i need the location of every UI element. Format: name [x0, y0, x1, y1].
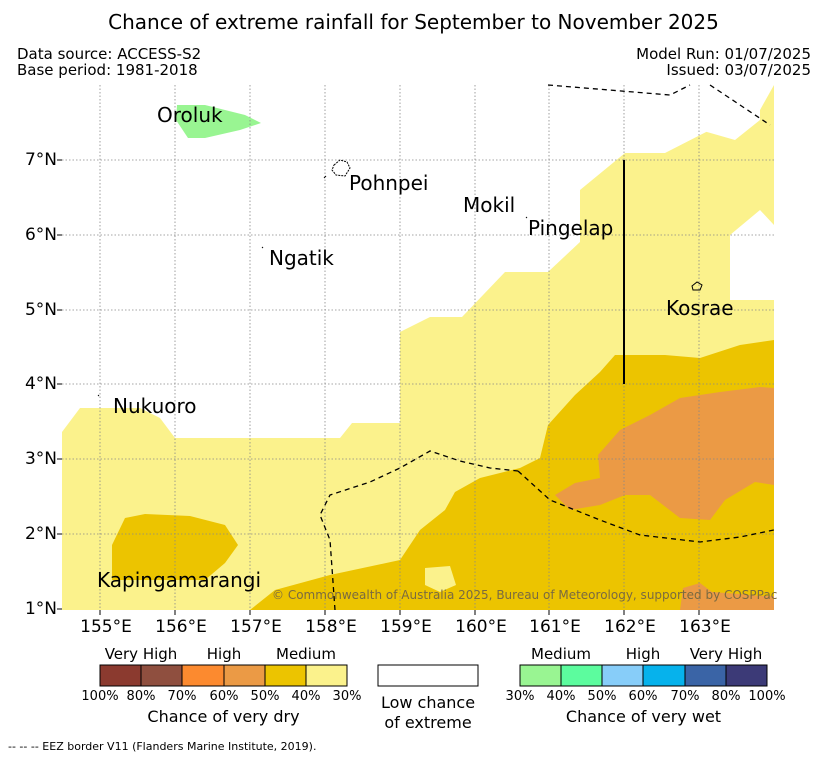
axis-ticks [57, 159, 700, 615]
wet-percent: 70% [670, 689, 700, 704]
data-source: Data source: ACCESS-S2 [17, 45, 202, 63]
islands [97, 159, 703, 397]
medium-wet-area [176, 105, 261, 138]
wet-swatch-high-1 [601, 664, 644, 687]
x-tick: 162°E [604, 617, 656, 637]
wet-percent: 100% [748, 689, 786, 704]
low-chance-swatch [377, 664, 479, 687]
x-tick: 156°E [155, 617, 207, 637]
dry-swatch-high-1 [181, 664, 225, 687]
dry-legend-bar [99, 664, 348, 687]
dry-percent: 100% [81, 689, 119, 704]
x-tick: 163°E [679, 617, 731, 637]
dry-percent: 50% [250, 689, 280, 704]
kosrae-island [691, 281, 703, 291]
x-tick: 157°E [230, 617, 282, 637]
y-tick: 2°N [24, 524, 57, 544]
medium-dry-area [250, 340, 774, 610]
wet-very-high-label: Very High [689, 645, 763, 663]
dry-swatch-high-2 [223, 664, 266, 687]
place-label-mokil: Mokil [463, 193, 516, 217]
rainfall-field [62, 85, 774, 610]
dry-percent: 70% [167, 689, 197, 704]
high-dry-area [680, 583, 774, 610]
high-dry-area [555, 387, 774, 520]
pohnpei-island [331, 159, 351, 177]
light-patch [425, 566, 456, 592]
place-label-kapingamarangi: Kapingamarangi [97, 568, 262, 592]
dry-swatch-very-high-1 [99, 664, 142, 687]
y-tick: 6°N [24, 225, 57, 245]
wet-percent: 80% [711, 689, 741, 704]
dry-percent: 80% [126, 689, 156, 704]
x-tick: 155°E [80, 617, 132, 637]
dry-medium-label: Medium [276, 645, 336, 663]
dry-swatch-medium-1 [264, 664, 307, 687]
wet-swatch-high-2 [642, 664, 686, 687]
eez-footnote: -- -- -- EEZ border V11 (Flanders Marine… [8, 740, 317, 753]
wet-swatch-very-high-1 [684, 664, 727, 687]
low-chance-label-1: Low chance [380, 693, 476, 712]
dry-swatch-medium-2 [305, 664, 348, 687]
wet-swatch-medium-2 [560, 664, 603, 687]
x-tick: 160°E [455, 617, 507, 637]
x-tick: 159°E [380, 617, 432, 637]
issued-date: Issued: 03/07/2025 [666, 61, 811, 79]
wet-legend-bar [519, 664, 768, 687]
low-chance-area [700, 85, 760, 140]
y-tick: 7°N [24, 150, 57, 170]
place-label-pingelap: Pingelap [528, 216, 614, 240]
low-chance-label-2: of extreme [384, 713, 472, 732]
dry-percent: 30% [332, 689, 362, 704]
place-label-oroluk: Oroluk [157, 103, 223, 127]
wet-percent: 40% [546, 689, 576, 704]
wet-percent: 60% [628, 689, 658, 704]
nukuoro-islet [97, 394, 100, 397]
y-tick: 4°N [24, 374, 57, 394]
x-tick: 158°E [305, 617, 357, 637]
wet-high-label: High [625, 645, 661, 663]
y-tick: 5°N [24, 300, 57, 320]
dry-high-label: High [206, 645, 242, 663]
model-run: Model Run: 01/07/2025 [636, 45, 811, 63]
dry-percent: 60% [209, 689, 239, 704]
x-tick: 161°E [529, 617, 581, 637]
wet-percent: 50% [587, 689, 617, 704]
mokil-islet [525, 216, 528, 219]
dry-legend-title: Chance of very dry [147, 707, 300, 726]
pohnpei-islet [323, 175, 327, 179]
copyright-notice: © Commonwealth of Australia 2025, Bureau… [272, 588, 778, 602]
wet-legend-title: Chance of very wet [565, 707, 722, 726]
place-label-pohnpei: Pohnpei [349, 171, 429, 195]
low-chance-area [730, 210, 774, 300]
place-label-ngatik: Ngatik [269, 246, 334, 270]
wet-percent: 30% [505, 689, 535, 704]
y-tick: 1°N [24, 599, 57, 619]
dry-swatch-very-high-2 [140, 664, 183, 687]
ngatik-islet [261, 246, 264, 249]
medium-dry-area-light [62, 590, 100, 610]
map-title: Chance of extreme rainfall for September… [108, 10, 719, 34]
wet-medium-label: Medium [531, 645, 591, 663]
wet-swatch-medium-1 [519, 664, 562, 687]
dry-percent: 40% [291, 689, 321, 704]
base-period: Base period: 1981-2018 [17, 61, 198, 79]
place-label-nukuoro: Nukuoro [113, 394, 197, 418]
wet-swatch-very-high-2 [725, 664, 768, 687]
place-label-kosrae: Kosrae [666, 296, 734, 320]
y-tick: 3°N [24, 449, 57, 469]
grid [62, 85, 774, 610]
eez-border [319, 84, 775, 611]
dry-very-high-label: Very High [104, 645, 178, 663]
